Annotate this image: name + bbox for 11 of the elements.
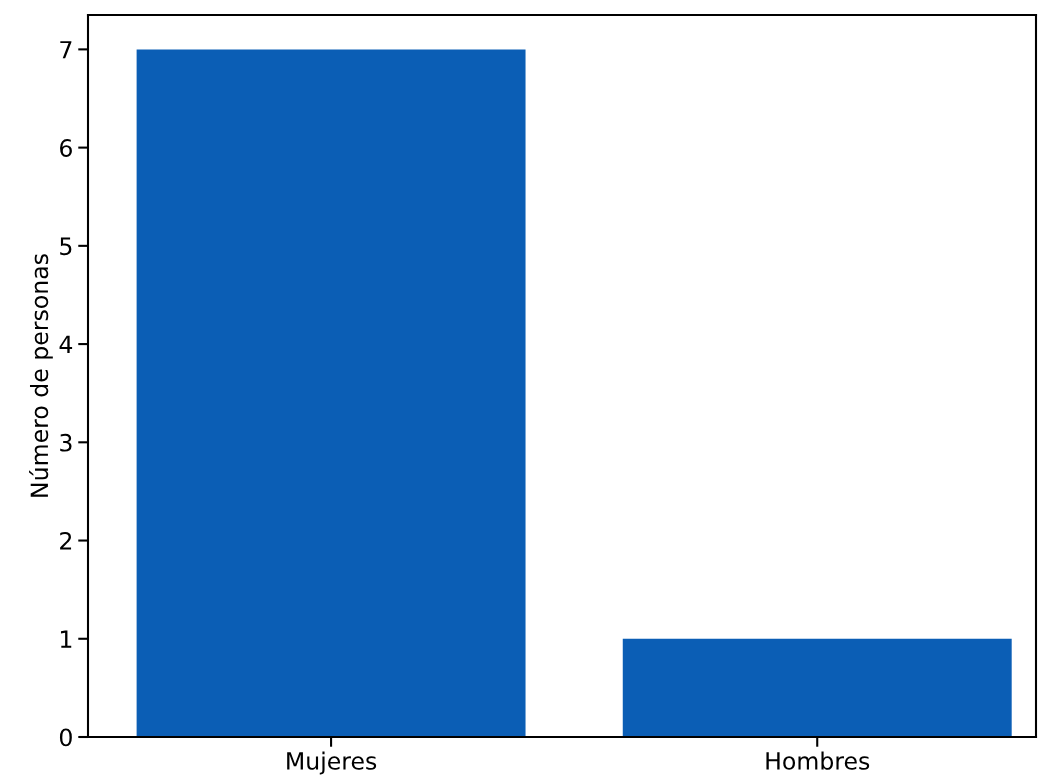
y-tick-label: 5 [60, 237, 72, 256]
y-tick-label: 6 [60, 139, 72, 157]
y-axis-title: Número de personas [29, 254, 53, 497]
x-tick-label: Hombres [766, 751, 870, 770]
y-tick-label: 2 [60, 531, 72, 550]
x-tick-label: Mujeres [287, 751, 377, 775]
y-tick-label: 1 [60, 630, 72, 648]
y-tick-label: 4 [59, 335, 73, 354]
y-tick-label: 3 [60, 433, 72, 452]
y-tick-label: 0 [59, 728, 72, 747]
y-tick-label: 7 [60, 41, 72, 59]
